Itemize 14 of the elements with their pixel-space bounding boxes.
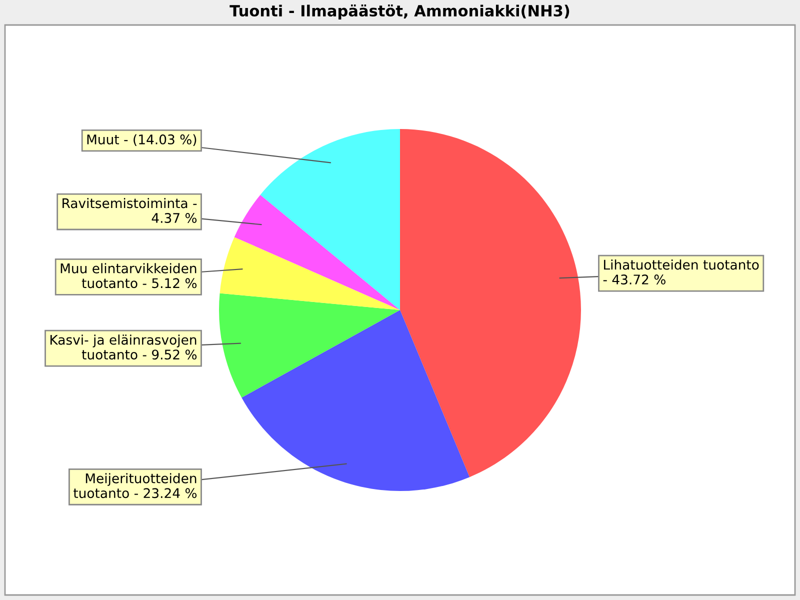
slice-label: Muu elintarvikkeiden tuotanto - 5.12 % [60,263,197,288]
slice-label: Kasvi- ja eläinrasvojen tuotanto - 9.52 % [50,334,197,360]
slice-label: Muut - (14.03 %) [87,134,196,146]
chart-title: Tuonti - Ilmapäästöt, Ammoniakki(NH3) [230,4,570,20]
pie-slice [219,293,400,398]
data-label: 4.37 % [152,213,197,223]
pie-slice [220,237,400,310]
slice-label: Lihatuotteiden tuotanto - 43.72 % [603,260,759,284]
pie-slice [260,129,400,310]
slice-label: Meijerituotteiden tuotanto - 23.24 % [74,473,197,498]
slice-label: Ravitsemistoiminta - [62,198,197,208]
pie-slice [234,194,400,310]
pie-slice [242,310,470,491]
pie-slice [400,129,581,478]
